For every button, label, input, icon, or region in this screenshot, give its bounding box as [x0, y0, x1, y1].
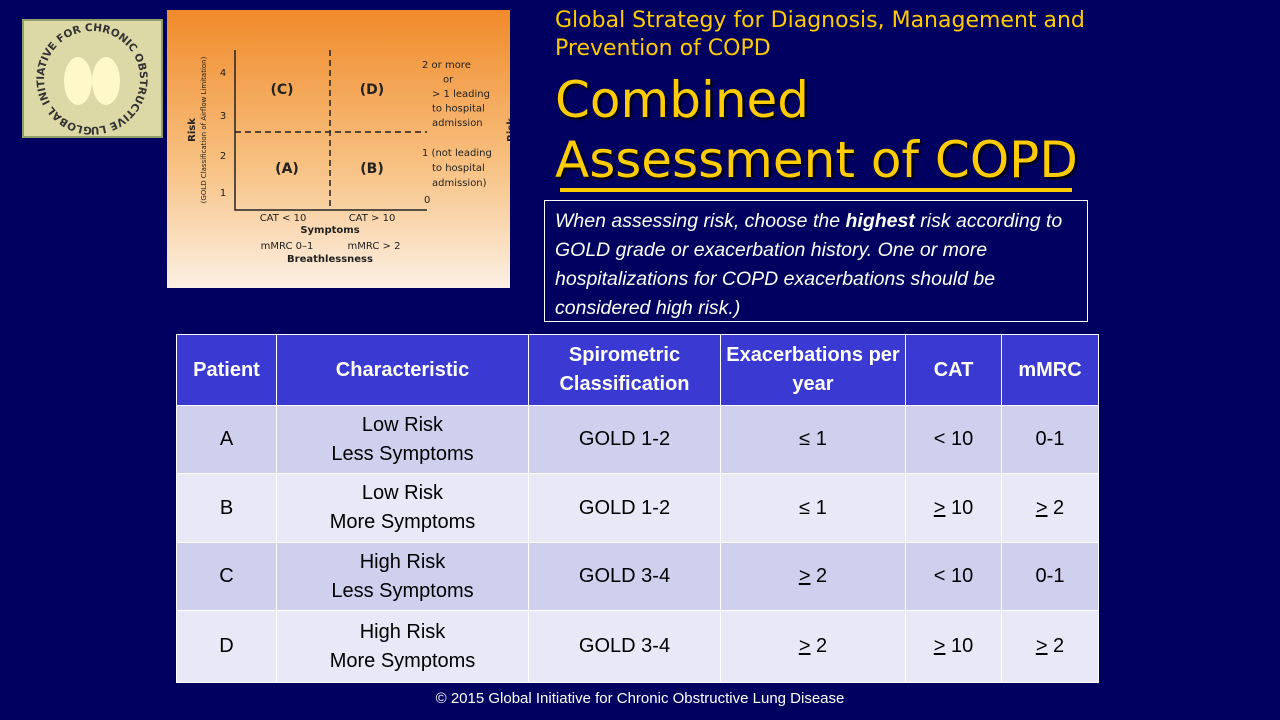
table-cell: > 2 — [720, 610, 906, 683]
table-cell: Low Risk Less Symptoms — [276, 405, 529, 474]
table-cell: 0-1 — [1001, 542, 1099, 611]
axis-title: Risk — [187, 118, 198, 142]
header-cell: Spirometric Classification — [528, 334, 721, 406]
table-cell: ≤ 1 — [720, 473, 906, 543]
quadrant-label: (B) — [360, 161, 383, 177]
note-text: When assessing risk, choose the — [555, 210, 846, 232]
footer: © 2015 Global Initiative for Chronic Obs… — [435, 690, 845, 707]
table-cell: B — [176, 473, 277, 543]
table-cell: > 2 — [1001, 610, 1099, 683]
risk-label: admission) — [432, 178, 487, 189]
table-cell: GOLD 1-2 — [528, 473, 721, 543]
table-cell: > 2 — [720, 542, 906, 611]
risk-label: > 1 leading — [432, 89, 490, 100]
x-label: mMRC 0–1 — [261, 241, 314, 252]
assessment-table: Patient Characteristic Spirometric Classif… — [176, 334, 1099, 683]
table-cell: GOLD 3-4 — [528, 542, 721, 611]
table-cell: > 10 — [905, 610, 1002, 683]
table-row: C High Risk Less Symptoms GOLD 3-4 > 2 < 10 0… — [176, 542, 1099, 611]
header-cell: mMRC — [1001, 334, 1099, 406]
table-cell: D — [176, 610, 277, 683]
table-cell: High Risk Less Symptoms — [276, 542, 529, 611]
table-cell: Low Risk More Symptoms — [276, 473, 529, 543]
table-cell: > 10 — [905, 473, 1002, 543]
risk-label: to hospital — [432, 163, 485, 174]
table-cell: 0-1 — [1001, 405, 1099, 474]
y-tick-label: 2 — [220, 151, 226, 162]
table-cell: ≤ 1 — [720, 405, 906, 474]
table-cell: < 10 — [905, 405, 1002, 474]
x-title: Breathlessness — [287, 254, 373, 265]
risk-label: admission — [432, 118, 483, 129]
table-cell: < 10 — [905, 542, 1002, 611]
y-tick-label: 1 — [220, 188, 226, 199]
table-row: D High Risk More Symptoms GOLD 3-4 > 2 > 10 >… — [176, 610, 1099, 683]
quadrant-label: (D) — [360, 82, 384, 98]
header-cell: Exacerbations per year — [720, 334, 906, 406]
note: When assessing risk, choose the highest … — [544, 200, 1088, 322]
note-text: risk according to GOLD grade or exacerba… — [555, 210, 1063, 319]
logo: GLOBAL INITIATIVE FOR CHRONIC OBSTRUCTIV… — [22, 19, 163, 138]
x-label: mMRC > 2 — [348, 241, 401, 252]
y-tick-label: 3 — [220, 111, 226, 122]
table-cell: > 2 — [1001, 473, 1099, 543]
header-cell: CAT — [905, 334, 1002, 406]
x-title: Symptoms — [300, 225, 359, 236]
quadrant-label: (A) — [275, 161, 299, 177]
risk-label: to hospital — [432, 104, 485, 115]
header-cell: Patient — [176, 334, 277, 406]
table-cell: C — [176, 542, 277, 611]
note-bold: highest — [845, 210, 915, 232]
table-cell: GOLD 1-2 — [528, 405, 721, 474]
risk-label: or — [443, 75, 454, 86]
header-row: Patient Characteristic Spirometric Classif… — [176, 334, 1099, 406]
risk-label: 2 or more — [422, 60, 471, 71]
risk-label: 1 (not leading — [422, 148, 492, 159]
header-cell: Characteristic — [276, 334, 529, 406]
x-label: CAT < 10 — [260, 213, 307, 224]
risk-label: 0 — [424, 195, 430, 206]
table-row: B Low Risk More Symptoms GOLD 1-2 ≤ 1 > 10 > … — [176, 473, 1099, 543]
table-row: A Low Risk Less Symptoms GOLD 1-2 ≤ 1 < 10 0-… — [176, 405, 1099, 474]
y-tick-label: 4 — [220, 68, 226, 79]
table-cell: A — [176, 405, 277, 474]
title: Combined Assessment of COPD — [555, 71, 1078, 189]
axis-title: Risk — [506, 118, 510, 142]
x-label: CAT > 10 — [349, 213, 396, 224]
subtitle: Global Strategy for Diagnosis, Managemen… — [555, 8, 1085, 61]
quadrant-label: (C) — [270, 82, 293, 98]
table-cell: GOLD 3-4 — [528, 610, 721, 683]
table-cell: High Risk More Symptoms — [276, 610, 529, 683]
axis-subtitle: (GOLD Classification of Airflow Limitati… — [200, 56, 208, 203]
title-rule — [560, 188, 1072, 192]
